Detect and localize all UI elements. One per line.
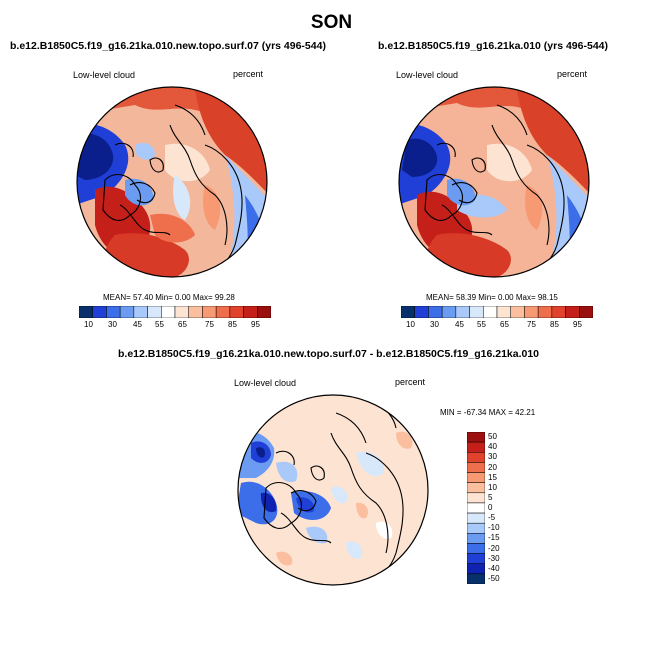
colorbar-cell (524, 306, 539, 318)
panel1-polar-map (76, 86, 268, 278)
colorbar-cell (467, 492, 485, 504)
colorbar-cell (565, 306, 580, 318)
colorbar-cell (467, 432, 485, 443)
colorbar-cell (243, 306, 258, 318)
panel3-colorbar-tick-label: 40 (488, 442, 497, 452)
colorbar-cell (467, 553, 485, 564)
panel3-colorbar-tick-label: -20 (488, 543, 500, 553)
panel1-colorbar-tick-label: 85 (228, 320, 237, 329)
colorbar-cell (174, 306, 189, 318)
colorbar-cell (467, 441, 485, 453)
panel1-colorbar-tick-label: 30 (108, 320, 117, 329)
colorbar-cell (188, 306, 203, 318)
colorbar-cell (428, 306, 443, 318)
panel3-colorbar-tick-label: 30 (488, 452, 497, 462)
panel3-units-label: percent (395, 377, 426, 387)
panel2-colorbar-tick-label: 10 (406, 320, 415, 329)
colorbar-cell (467, 533, 485, 544)
panel3-colorbar-tick-label: 5 (488, 492, 493, 502)
panel3-title: b.e12.B1850C5.f19_g16.21ka.010.new.topo.… (118, 348, 540, 360)
panel3-stats: MIN = -67.34 MAX = 42.21 (440, 408, 536, 417)
panel3-polar-map (237, 394, 429, 586)
colorbar-cell (202, 306, 217, 318)
panel3-colorbar-tick-label: 0 (488, 503, 493, 512)
colorbar-cell (133, 306, 148, 318)
colorbar-cell (510, 306, 525, 318)
panel3-colorbar-tick-label: -40 (488, 563, 500, 573)
panel2-colorbar-tick-label: 55 (477, 320, 486, 329)
panel1-colorbar-tick-label: 10 (84, 320, 93, 329)
panel3-colorbar (467, 432, 485, 584)
colorbar-cell (92, 306, 107, 318)
panel1-colorbar-tick-label: 75 (205, 320, 214, 329)
panel3-colorbar-tick-label: -5 (488, 513, 496, 523)
colorbar-cell (229, 306, 244, 318)
colorbar-cell (467, 472, 485, 483)
panel3-colorbar-tick-label: 50 (488, 432, 497, 442)
colorbar-cell (257, 306, 271, 318)
panel1-stats: MEAN= 57.40 Min= 0.00 Max= 99.28 (103, 293, 235, 302)
panel1-title: b.e12.B1850C5.f19_g16.21ka.010.new.topo.… (10, 40, 326, 52)
colorbar-cell (467, 512, 485, 524)
panel3-colorbar-tick-label: -50 (488, 573, 500, 583)
colorbar-cell (469, 306, 484, 318)
colorbar-cell (455, 306, 470, 318)
panel1-colorbar (79, 306, 271, 318)
panel2-colorbar-tick-label: 95 (573, 320, 582, 329)
panel2-colorbar-tick-label: 30 (430, 320, 439, 329)
panel2-stats: MEAN= 58.39 Min= 0.00 Max= 98.15 (426, 293, 558, 302)
colorbar-cell (401, 306, 415, 318)
colorbar-cell (467, 522, 485, 534)
panel2-polar-map (398, 86, 590, 278)
panel3-colorbar-tick-label: 15 (488, 472, 497, 482)
panel3-colorbar-tick-label: -30 (488, 553, 500, 563)
panel2-colorbar-tick-label: 85 (550, 320, 559, 329)
colorbar-cell (414, 306, 429, 318)
panel1-units-label: percent (233, 69, 264, 79)
colorbar-cell (215, 306, 231, 318)
panel1-colorbar-tick-label: 45 (133, 320, 142, 329)
panel1-colorbar-tick-label: 65 (178, 320, 187, 329)
panel2-variable-label: Low-level cloud (396, 70, 459, 80)
colorbar-cell (467, 482, 485, 494)
panel2-colorbar-tick-label: 75 (527, 320, 536, 329)
colorbar-cell (467, 543, 485, 554)
colorbar-cell (537, 306, 553, 318)
colorbar-cell (467, 573, 485, 584)
panel2-colorbar-tick-label: 45 (455, 320, 464, 329)
colorbar-cell (119, 306, 135, 318)
panel3-colorbar-tick-label: -15 (488, 533, 500, 543)
colorbar-cell (467, 563, 485, 575)
colorbar-cell (579, 306, 593, 318)
panel3-colorbar-tick-label: 20 (488, 462, 497, 472)
colorbar-cell (551, 306, 566, 318)
panel2-title: b.e12.B1850C5.f19_g16.21ka.010 (yrs 496-… (378, 40, 608, 52)
panel3-variable-label: Low-level cloud (234, 378, 297, 388)
colorbar-cell (79, 306, 93, 318)
colorbar-cell (106, 306, 121, 318)
colorbar-cell (161, 306, 176, 318)
colorbar-cell (483, 306, 498, 318)
panel2-colorbar-tick-label: 65 (500, 320, 509, 329)
colorbar-cell (467, 462, 485, 473)
colorbar-cell (147, 306, 162, 318)
panel3-colorbar-tick-label: -10 (488, 523, 500, 533)
panel1-variable-label: Low-level cloud (73, 70, 136, 80)
main-title: SON (310, 12, 353, 33)
colorbar-cell (441, 306, 457, 318)
colorbar-cell (496, 306, 511, 318)
colorbar-cell (467, 502, 485, 514)
panel2-colorbar (401, 306, 593, 318)
colorbar-cell (467, 452, 485, 463)
panel1-colorbar-tick-label: 55 (155, 320, 164, 329)
panel1-colorbar-tick-label: 95 (251, 320, 260, 329)
panel3-colorbar-tick-label: 10 (488, 482, 497, 492)
panel2-units-label: percent (557, 69, 588, 79)
